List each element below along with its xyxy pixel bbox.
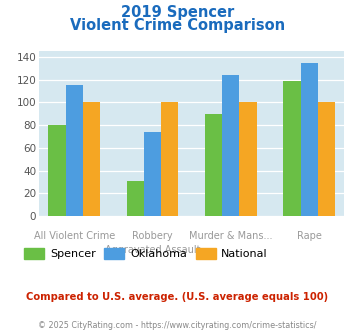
Legend: Spencer, Oklahoma, National: Spencer, Oklahoma, National: [20, 244, 272, 263]
Text: © 2025 CityRating.com - https://www.cityrating.com/crime-statistics/: © 2025 CityRating.com - https://www.city…: [38, 321, 317, 330]
Bar: [66, 85, 83, 216]
Text: Aggravated Assault: Aggravated Assault: [105, 245, 200, 255]
Bar: [240, 102, 257, 216]
Bar: [127, 181, 144, 216]
Text: Rape: Rape: [297, 231, 322, 242]
Text: Robbery: Robbery: [132, 231, 173, 242]
Bar: [83, 102, 100, 216]
Bar: [301, 62, 318, 216]
Text: Murder & Mans...: Murder & Mans...: [189, 231, 273, 242]
Bar: [161, 102, 179, 216]
Bar: [48, 125, 66, 216]
Text: 2019 Spencer: 2019 Spencer: [121, 5, 234, 20]
Bar: [318, 102, 335, 216]
Bar: [222, 75, 240, 216]
Text: Violent Crime Comparison: Violent Crime Comparison: [70, 18, 285, 33]
Text: Compared to U.S. average. (U.S. average equals 100): Compared to U.S. average. (U.S. average …: [26, 292, 329, 302]
Text: All Violent Crime: All Violent Crime: [34, 231, 115, 242]
Bar: [205, 114, 222, 216]
Bar: [283, 81, 301, 216]
Bar: [144, 132, 161, 216]
